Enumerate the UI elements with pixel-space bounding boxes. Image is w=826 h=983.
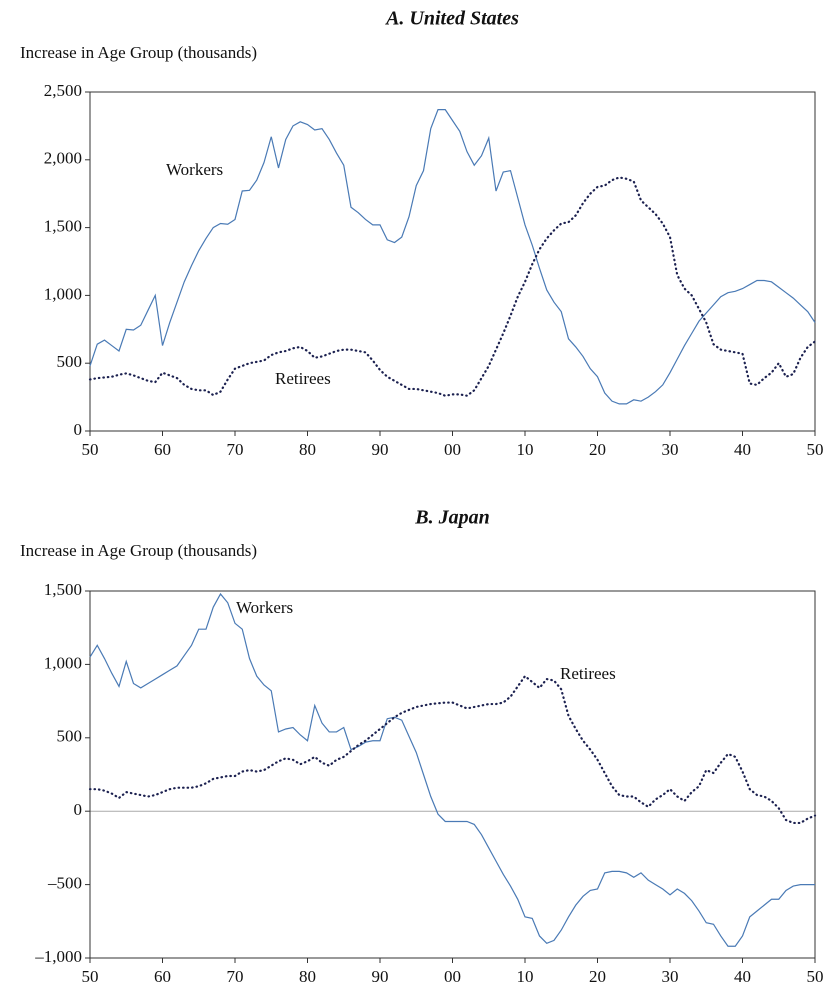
x-tick-label: 30 [662,440,679,459]
x-tick-label: 90 [372,440,389,459]
x-tick-label: 40 [734,967,751,983]
series-label: Workers [166,160,223,179]
y-axis-label: Increase in Age Group (thousands) [20,541,257,560]
y-tick-label: 2,000 [44,149,82,168]
y-tick-label: 500 [57,352,83,371]
x-tick-label: 20 [589,440,606,459]
x-tick-label: 50 [82,967,99,983]
y-axis-label: Increase in Age Group (thousands) [20,43,257,62]
x-tick-label: 50 [807,440,824,459]
y-tick-label: –500 [47,874,82,893]
series-line [89,109,816,405]
x-tick-label: 90 [372,967,389,983]
x-tick-label: 70 [227,440,244,459]
series-line [88,176,817,397]
y-tick-label: 2,500 [44,81,82,100]
y-tick-label: 1,000 [44,284,82,303]
y-tick-label: 1,000 [44,653,82,672]
x-tick-label: 00 [444,440,461,459]
x-tick-label: 10 [517,440,534,459]
y-tick-label: 500 [57,727,83,746]
x-tick-label: 10 [517,967,534,983]
y-tick-label: 1,500 [44,580,82,599]
series-line [89,592,815,947]
x-tick-label: 60 [154,440,171,459]
plot-frame [89,91,816,432]
series-line [88,674,817,825]
series-label: Retirees [560,664,616,683]
y-tick-label: 0 [74,800,83,819]
chart-title: A. United States [384,8,519,30]
plot-frame [89,590,816,959]
x-tick-label: 60 [154,967,171,983]
y-tick-label: 0 [74,420,83,439]
x-tick-label: 00 [444,967,461,983]
y-tick-label: 1,500 [44,217,82,236]
chart-title: B. Japan [414,507,489,529]
x-tick-label: 50 [82,440,99,459]
x-tick-label: 20 [589,967,606,983]
series-label: Retirees [275,369,331,388]
series-label: Workers [236,598,293,617]
x-tick-label: 50 [807,967,824,983]
x-tick-label: 80 [299,440,316,459]
x-tick-label: 30 [662,967,679,983]
x-tick-label: 80 [299,967,316,983]
x-tick-label: 40 [734,440,751,459]
y-tick-label: –1,000 [34,947,82,966]
x-tick-label: 70 [227,967,244,983]
